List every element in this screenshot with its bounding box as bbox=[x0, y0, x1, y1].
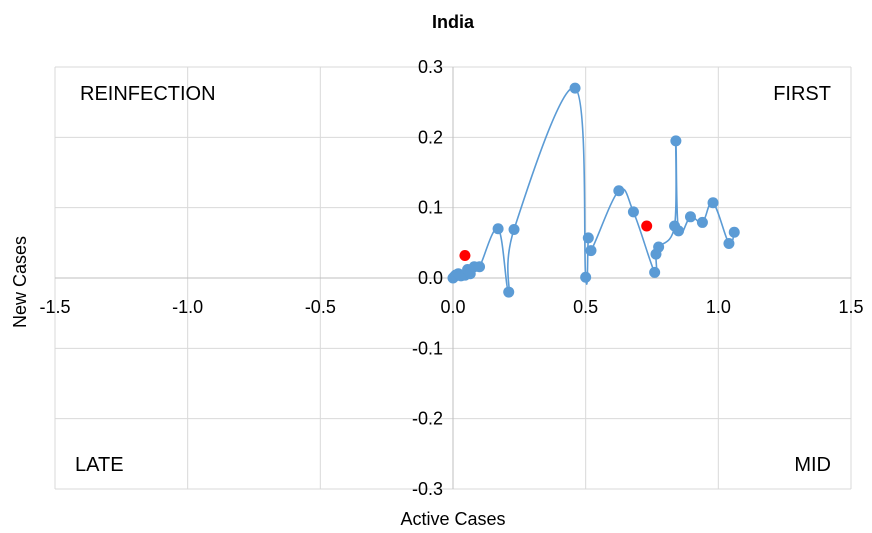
y-tick-label: -0.2 bbox=[412, 409, 443, 429]
y-tick-label: 0.0 bbox=[418, 268, 443, 288]
data-point bbox=[508, 223, 520, 235]
x-tick-label: -1.5 bbox=[39, 297, 70, 317]
x-tick-label: -0.5 bbox=[305, 297, 336, 317]
highlight-point bbox=[641, 220, 653, 232]
x-tick-label: 1.0 bbox=[706, 297, 731, 317]
quadrant-label-first: FIRST bbox=[773, 83, 831, 105]
y-tick-label: 0.3 bbox=[418, 57, 443, 77]
data-point bbox=[649, 266, 661, 278]
quadrant-label-mid: MID bbox=[794, 454, 831, 476]
data-point bbox=[707, 197, 719, 209]
x-tick-label: -1.0 bbox=[172, 297, 203, 317]
data-point bbox=[582, 232, 594, 244]
quadrant-labels: REINFECTION FIRST LATE MID bbox=[75, 83, 831, 476]
data-point bbox=[503, 286, 515, 298]
x-tick-label: 0.5 bbox=[573, 297, 598, 317]
data-point bbox=[670, 135, 682, 147]
data-point bbox=[627, 206, 639, 218]
y-tick-label: 0.2 bbox=[418, 127, 443, 147]
data-point bbox=[723, 238, 735, 250]
data-point bbox=[613, 185, 625, 197]
data-point bbox=[580, 271, 592, 283]
quadrant-label-reinfection: REINFECTION bbox=[80, 83, 216, 105]
x-axis-title: Active Cases bbox=[400, 509, 505, 529]
data-point bbox=[673, 225, 685, 237]
y-tick-label: 0.1 bbox=[418, 198, 443, 218]
quadrant-label-late: LATE bbox=[75, 454, 124, 476]
x-tick-label: 1.5 bbox=[838, 297, 863, 317]
series-points bbox=[447, 82, 740, 298]
data-point bbox=[492, 223, 504, 235]
highlight-point bbox=[459, 249, 471, 261]
tick-labels: -1.5 -1.0 -0.5 0.0 0.5 1.0 1.5 0.3 0.2 0.1 0.0 -0.1… bbox=[39, 57, 863, 499]
x-tick-label: 0.0 bbox=[440, 297, 465, 317]
data-point bbox=[585, 245, 597, 257]
data-point bbox=[696, 216, 708, 228]
data-point bbox=[653, 241, 665, 253]
y-axis-title: New Cases bbox=[10, 236, 30, 328]
data-point bbox=[684, 211, 696, 223]
data-point bbox=[569, 82, 581, 94]
y-tick-label: -0.3 bbox=[412, 479, 443, 499]
data-point bbox=[474, 261, 486, 273]
data-point bbox=[728, 226, 740, 238]
y-tick-label: -0.1 bbox=[412, 338, 443, 358]
chart-title: India bbox=[432, 12, 475, 32]
